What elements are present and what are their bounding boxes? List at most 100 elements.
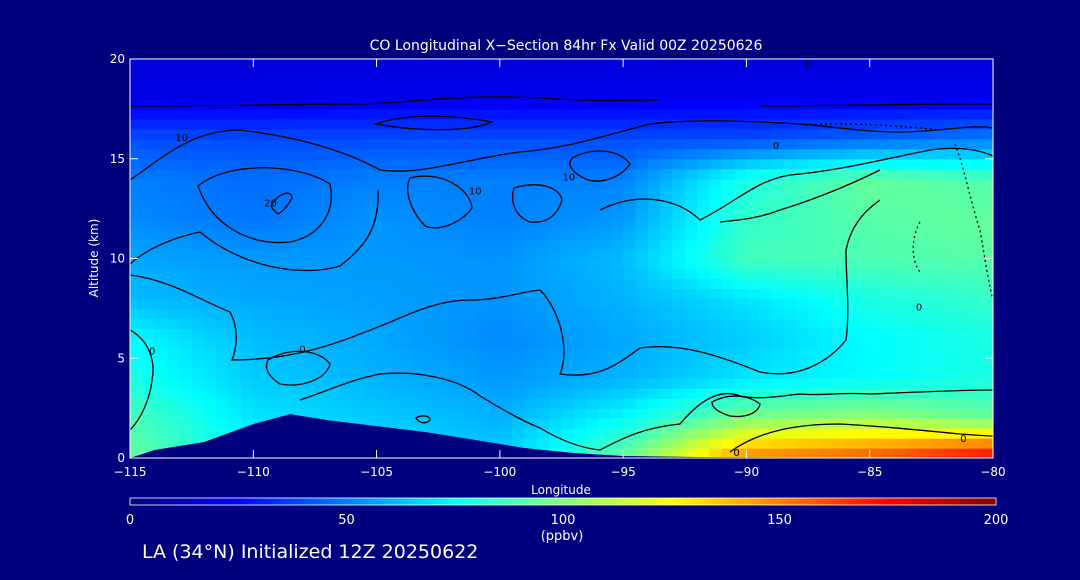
field-cell xyxy=(746,438,760,449)
field-cell xyxy=(438,308,452,319)
field-cell xyxy=(623,178,637,190)
field-cell xyxy=(512,378,526,389)
field-cell xyxy=(968,408,982,419)
field-cell xyxy=(931,88,945,100)
field-cell xyxy=(586,208,600,220)
field-cell xyxy=(130,398,143,409)
field-cell xyxy=(906,168,920,180)
field-cell xyxy=(265,68,279,80)
field-cell xyxy=(413,248,427,260)
field-cell xyxy=(499,228,513,240)
field-cell xyxy=(672,208,686,220)
field-cell xyxy=(795,278,809,290)
field-cell xyxy=(808,428,821,439)
field-cell xyxy=(314,138,328,150)
field-cell xyxy=(684,428,698,439)
x-tick-label: −95 xyxy=(610,465,635,479)
field-cell xyxy=(179,59,193,70)
field-cell xyxy=(808,278,821,290)
field-cell xyxy=(758,98,772,110)
field-cell xyxy=(857,88,871,100)
field-cell xyxy=(450,108,464,120)
field-cell xyxy=(721,78,735,90)
field-cell xyxy=(364,78,378,90)
field-cell xyxy=(598,358,612,369)
field-cell xyxy=(709,408,723,419)
field-cell xyxy=(771,128,785,140)
field-cell xyxy=(931,448,945,458)
field-cell xyxy=(906,238,920,250)
field-cell xyxy=(980,298,993,309)
field-cell xyxy=(832,258,846,270)
field-cell xyxy=(166,88,180,100)
field-cell xyxy=(438,138,452,150)
field-cell xyxy=(302,278,316,290)
field-cell xyxy=(672,348,686,359)
field-cell xyxy=(919,278,932,290)
field-cell xyxy=(586,348,600,359)
field-cell xyxy=(376,158,390,170)
field-cell xyxy=(314,128,328,140)
field-cell xyxy=(462,258,476,270)
field-cell xyxy=(425,398,439,409)
field-cell xyxy=(524,268,538,280)
field-cell xyxy=(438,388,452,399)
field-cell xyxy=(203,198,217,210)
field-cell xyxy=(524,138,538,150)
field-cell xyxy=(265,378,279,389)
field-cell xyxy=(265,288,279,299)
field-cell xyxy=(684,68,698,80)
field-cell xyxy=(697,338,711,349)
field-cell xyxy=(894,298,908,309)
field-cell xyxy=(401,248,415,260)
field-cell xyxy=(179,188,193,200)
field-cell xyxy=(623,278,637,290)
field-cell xyxy=(968,448,982,458)
colorbar-ticks: 0 50 100 150 200 xyxy=(126,513,1009,528)
field-cell xyxy=(549,158,563,170)
field-cell xyxy=(253,338,267,349)
field-cell xyxy=(573,288,587,299)
field-cell xyxy=(808,59,821,70)
field-cell xyxy=(832,308,846,319)
field-cell xyxy=(660,88,674,100)
field-cell xyxy=(253,398,267,409)
field-cell xyxy=(536,418,550,429)
field-cell xyxy=(795,348,809,359)
field-cell xyxy=(832,228,846,240)
field-cell xyxy=(290,268,304,280)
field-cell xyxy=(536,408,550,419)
field-cell xyxy=(697,188,711,200)
field-cell xyxy=(228,338,242,349)
field-cell xyxy=(968,68,982,80)
field-cell xyxy=(512,188,526,200)
field-cell xyxy=(216,268,230,280)
field-cell xyxy=(832,98,846,110)
field-cell xyxy=(968,278,982,290)
field-cell xyxy=(968,308,982,319)
field-cell xyxy=(808,198,821,210)
field-cell xyxy=(623,78,637,90)
field-cell xyxy=(598,59,612,70)
field-cell xyxy=(462,408,476,419)
contour-lines xyxy=(130,96,993,453)
field-cell xyxy=(869,168,883,180)
field-cell xyxy=(586,108,600,120)
field-cell xyxy=(783,378,797,389)
field-cell xyxy=(413,218,427,230)
field-cell xyxy=(968,358,982,369)
field-cell xyxy=(709,268,723,280)
field-cell xyxy=(758,208,772,220)
field-cell xyxy=(401,418,415,429)
field-cell xyxy=(919,128,932,140)
field-cell xyxy=(475,418,489,429)
field-cell xyxy=(450,98,464,110)
contour-label: 0 xyxy=(299,344,305,355)
field-cell xyxy=(142,88,156,100)
field-cell xyxy=(364,148,378,160)
field-cell xyxy=(561,388,575,399)
field-cell xyxy=(709,328,723,339)
field-cell xyxy=(709,298,723,309)
field-cell xyxy=(721,418,735,429)
field-cell xyxy=(524,358,538,369)
